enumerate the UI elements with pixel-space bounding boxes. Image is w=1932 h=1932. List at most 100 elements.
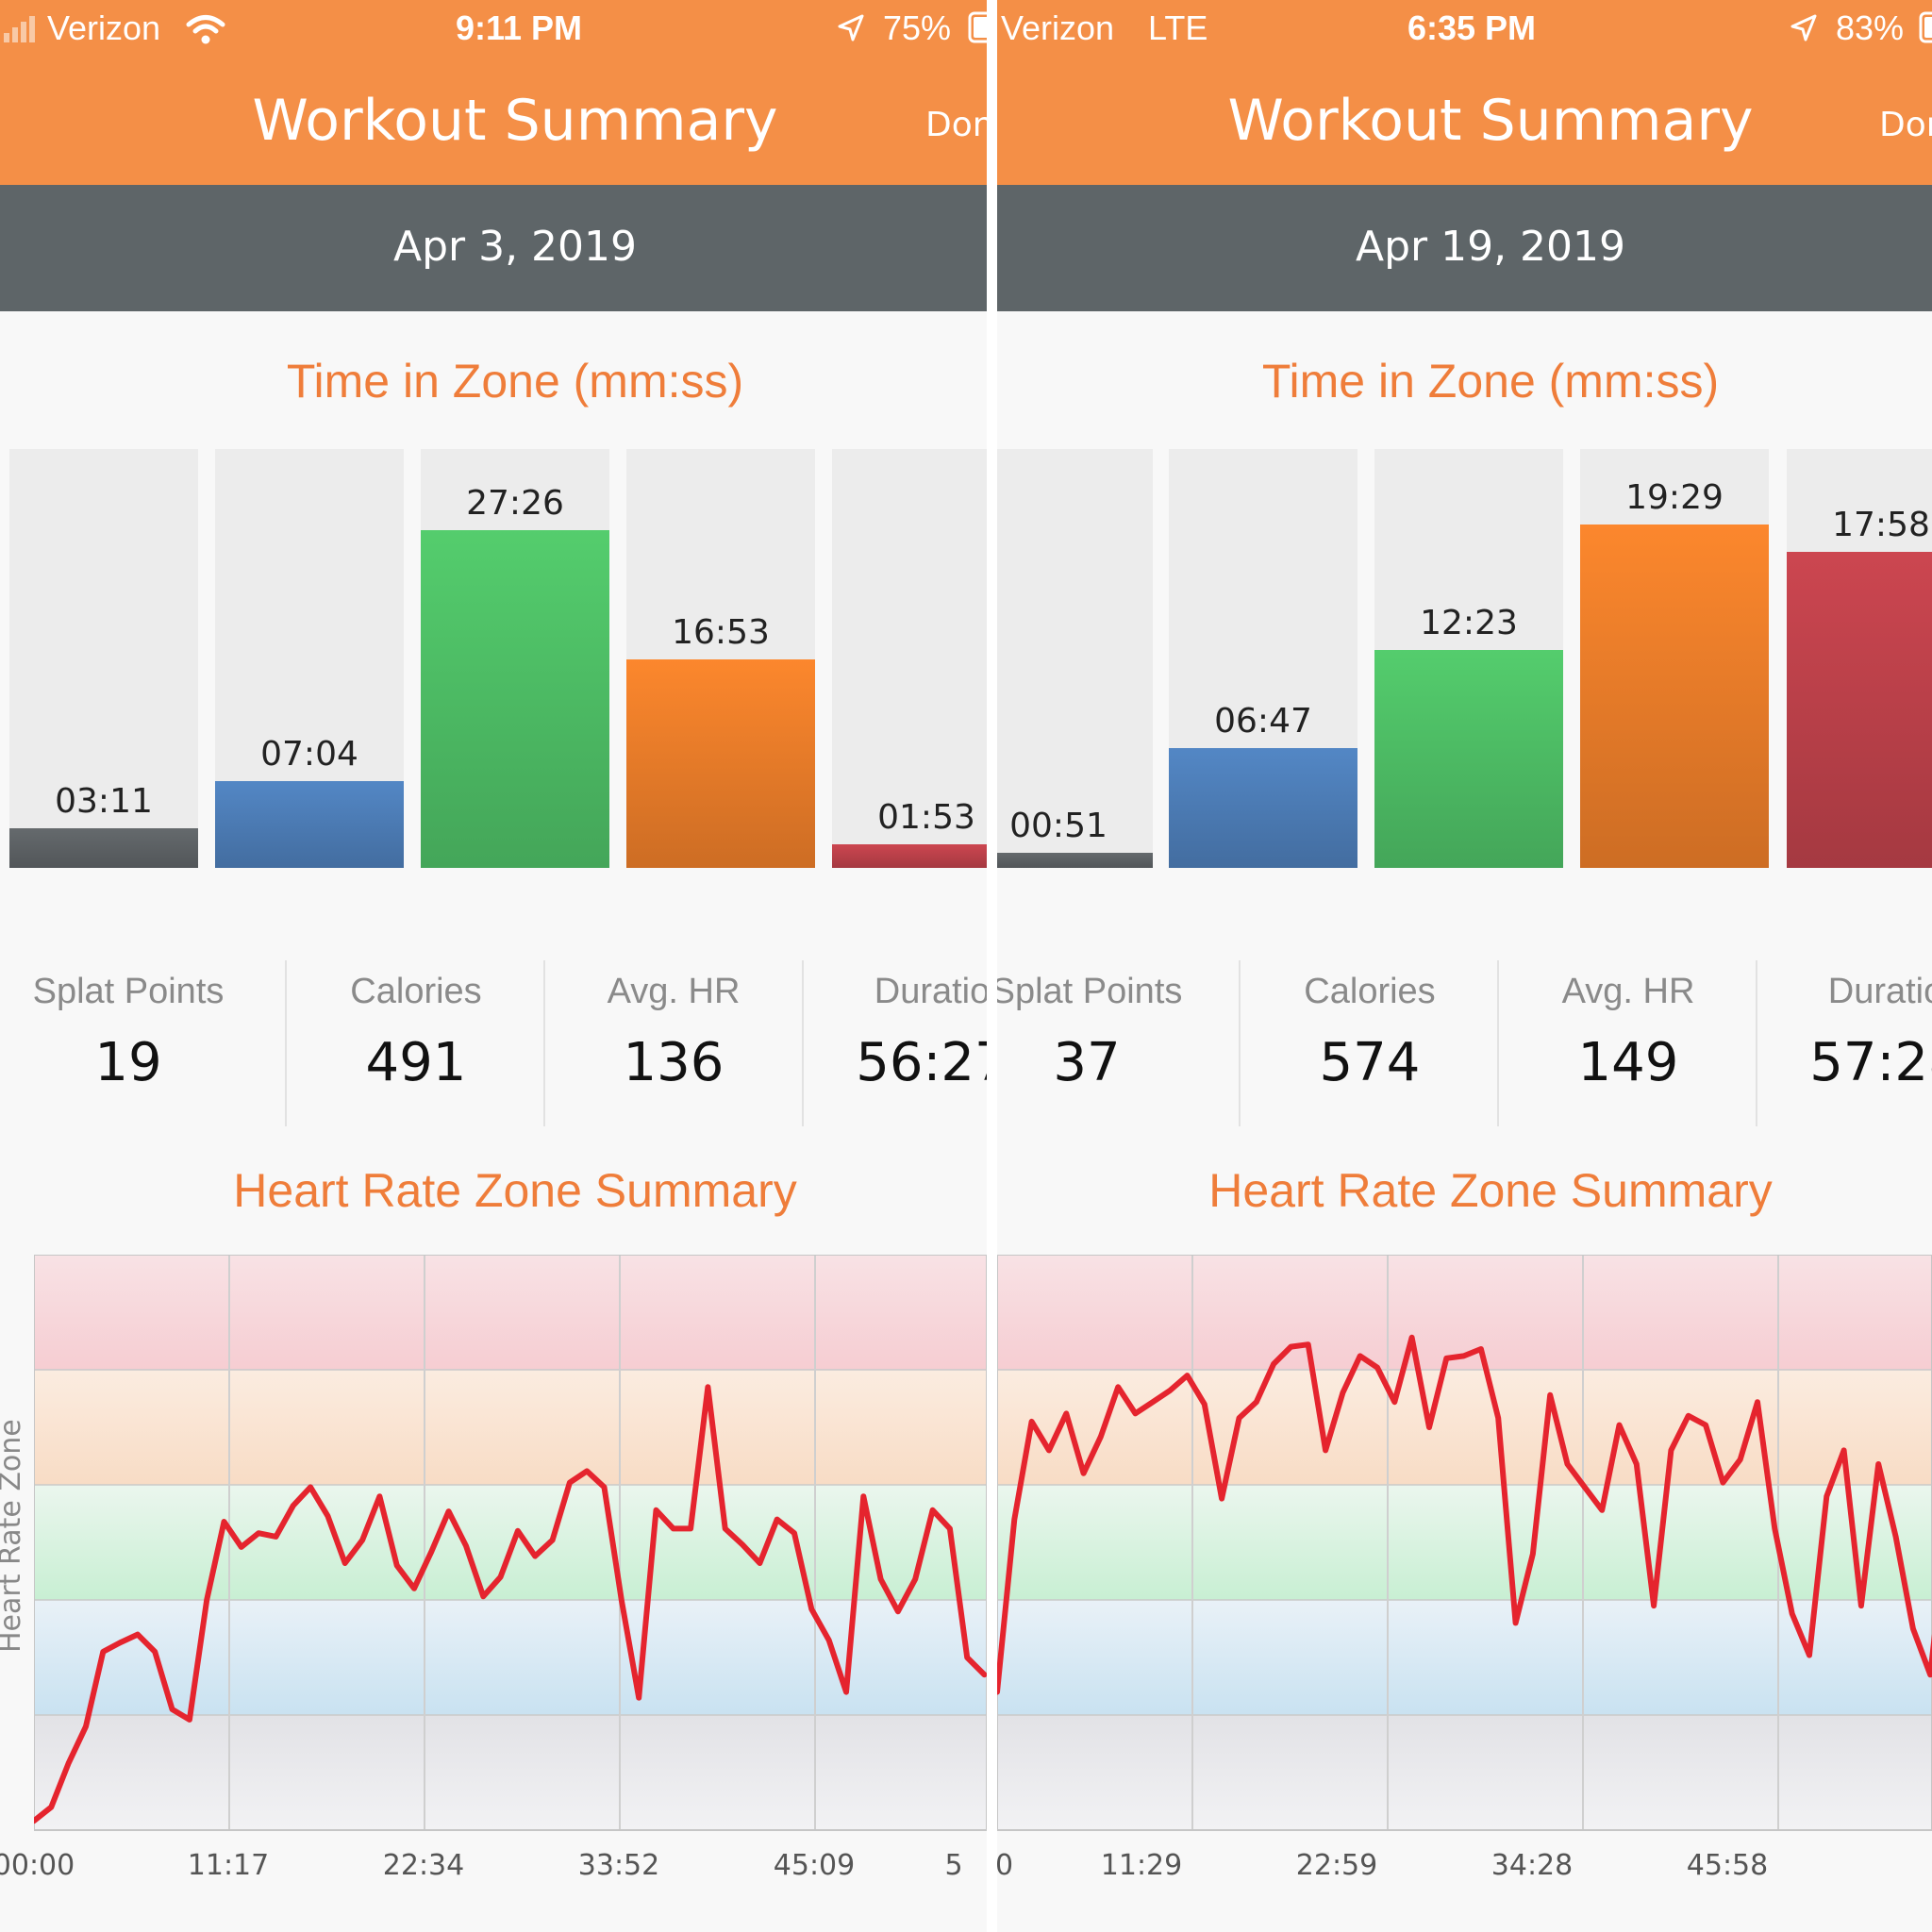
wifi-icon: [186, 15, 225, 44]
x-tick-label: 00: [997, 1849, 1014, 1882]
status-carrier: Verizon: [1001, 8, 1115, 47]
stat-calories: Calories 491: [287, 953, 545, 1132]
stat-value: 19: [94, 1032, 162, 1093]
stat-label: Duratio: [1827, 972, 1932, 1011]
stat-value: 56:27: [856, 1032, 987, 1093]
stat-value: 37: [1053, 1032, 1121, 1093]
x-tick-label: 33:52: [577, 1849, 660, 1882]
zone-bar-label: 12:23: [1420, 603, 1518, 642]
zone-band: [34, 1715, 987, 1830]
x-tick-label: 11:29: [1100, 1849, 1183, 1882]
stat-divider: [1756, 960, 1757, 1126]
stat-calories: Calories 574: [1241, 953, 1499, 1132]
location-arrow-icon: [1790, 14, 1817, 42]
stat-label: Calories: [1304, 972, 1436, 1011]
zone-bar-fill: [215, 780, 404, 868]
zone-band: [997, 1485, 1932, 1600]
done-button[interactable]: Don: [925, 106, 987, 144]
zone-band: [997, 1600, 1932, 1715]
zone-bar-label: 17:58: [1832, 505, 1930, 544]
nav-header: Verizon 9:11 PM 75% Workout Summary Don: [0, 0, 987, 185]
stat-label: Avg. HR: [607, 972, 741, 1011]
stat-duration: Duratio 56:27: [804, 953, 987, 1132]
heart-rate-zone-title: Heart Rate Zone Summary: [233, 1164, 797, 1217]
zone-column: 03:11: [9, 449, 198, 868]
x-tick-label: 34:28: [1491, 1849, 1574, 1882]
zone-column: 06:47: [1169, 449, 1357, 868]
zone-column: 07:04: [215, 449, 404, 868]
x-tick-label: 22:34: [382, 1849, 465, 1882]
workout-summary-panel-left: Verizon 9:11 PM 75% Workout Summary Don …: [0, 0, 987, 1882]
stat-divider: [543, 960, 545, 1126]
zone-bar-fill: [997, 853, 1153, 868]
status-battery: 75%: [883, 8, 952, 47]
location-arrow-icon: [838, 14, 864, 42]
zone-bar-fill: [832, 844, 987, 868]
zone-column: 00:51: [997, 449, 1153, 868]
zone-bar-label: 03:11: [55, 782, 153, 822]
heart-rate-chart: [34, 1255, 987, 1831]
nav-header: Verizon LTE 6:35 PM 83% Workout Summary …: [997, 0, 1932, 185]
zone-bar-fill: [1374, 649, 1563, 868]
stat-label: Calories: [350, 972, 482, 1011]
zone-bar-fill: [1169, 748, 1357, 868]
status-time: 9:11 PM: [455, 8, 583, 47]
heart-rate-line: [34, 1384, 987, 1824]
chart-frame: [34, 1255, 987, 1831]
zone-band: [997, 1370, 1932, 1485]
zone-band: [34, 1485, 987, 1600]
heart-rate-zone-title: Heart Rate Zone Summary: [1208, 1164, 1773, 1217]
stat-value: 57:28: [1809, 1032, 1932, 1093]
heart-rate-line: [997, 1334, 1932, 1695]
date-bar: Apr 19, 2019: [997, 185, 1932, 311]
battery-icon: [1919, 11, 1932, 43]
x-tick-label: 11:17: [187, 1849, 270, 1882]
x-tick-label: 45:58: [1686, 1849, 1769, 1882]
status-time: 6:35 PM: [1407, 8, 1537, 47]
zone-band: [997, 1255, 1932, 1370]
chart-frame: [997, 1255, 1932, 1831]
stat-duration: Duratio 57:28: [1757, 953, 1932, 1132]
signal-bars-icon: [4, 16, 35, 42]
zone-column: 01:53: [832, 449, 987, 868]
zone-band: [34, 1370, 987, 1485]
x-tick-label: 00:00: [0, 1849, 75, 1882]
stat-value: 149: [1577, 1032, 1679, 1093]
zone-band: [997, 1715, 1932, 1830]
x-tick-label: 22:59: [1295, 1849, 1378, 1882]
zone-column: 17:58: [1787, 449, 1932, 868]
done-button[interactable]: Don: [1879, 106, 1932, 144]
status-network: LTE: [1148, 8, 1208, 47]
zone-band: [34, 1600, 987, 1715]
workout-date: Apr 19, 2019: [1355, 223, 1626, 271]
zone-bar-label: 16:53: [672, 613, 770, 653]
stat-avg-hr: Avg. HR 136: [545, 953, 802, 1132]
time-in-zone-title: Time in Zone (mm:ss): [286, 355, 744, 408]
zone-bar-label: 27:26: [466, 483, 564, 523]
zone-column: 27:26: [421, 449, 609, 868]
stat-splat-points: Splat Points 37: [997, 953, 1214, 1132]
zone-column: 16:53: [626, 449, 815, 868]
stat-avg-hr: Avg. HR 149: [1499, 953, 1757, 1132]
zone-bar-label: 01:53: [877, 798, 975, 838]
heart-rate-chart: [997, 1255, 1932, 1831]
stat-splat-points: Splat Points 19: [0, 953, 257, 1132]
zone-bar-fill: [626, 659, 815, 868]
x-tick-label: 45:09: [773, 1849, 856, 1882]
zone-bar-fill: [421, 529, 609, 868]
stat-divider: [802, 960, 804, 1126]
x-tick-label: 5: [944, 1849, 963, 1882]
zone-bar-label: 07:04: [260, 734, 358, 774]
stat-divider: [1239, 960, 1241, 1126]
stat-label: Avg. HR: [1561, 972, 1695, 1011]
stat-label: Splat Points: [32, 972, 225, 1011]
zone-bar-fill: [9, 828, 198, 868]
time-in-zone-title: Time in Zone (mm:ss): [1261, 355, 1720, 408]
status-carrier: Verizon: [47, 8, 161, 47]
page-title: Workout Summary: [252, 88, 778, 154]
stat-value: 574: [1319, 1032, 1421, 1093]
zone-bar-label: 00:51: [1009, 807, 1108, 846]
zone-bar-fill: [1787, 551, 1932, 868]
zone-column: 12:23: [1374, 449, 1563, 868]
stat-divider: [1497, 960, 1499, 1126]
